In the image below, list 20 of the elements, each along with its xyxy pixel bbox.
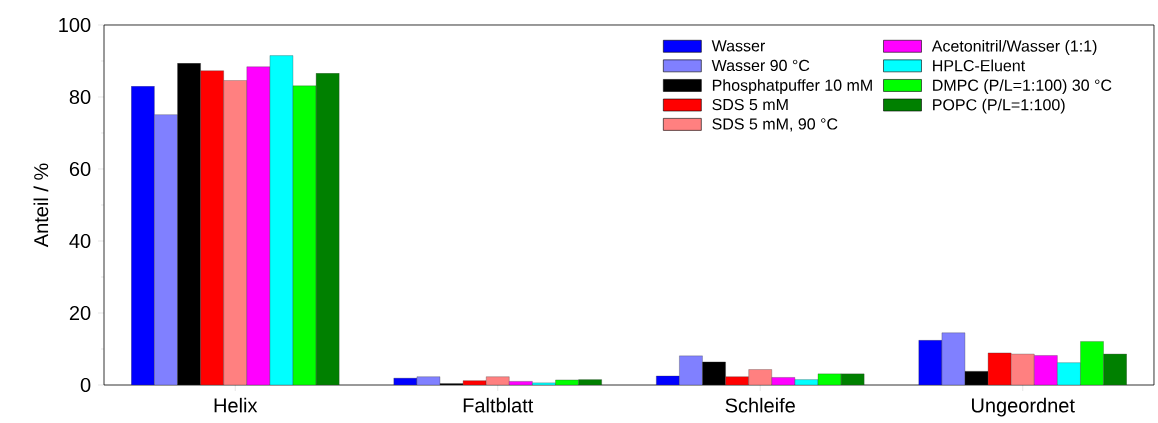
legend-label: POPC (P/L=1:100) [933, 98, 1065, 114]
x-tick-label: Ungeordnet [972, 397, 1075, 417]
legend-label: Wasser [711, 40, 765, 52]
legend-label: SDS 5 mM, 90 °C [712, 118, 838, 132]
legend-label: Phosphatpuffer 10 mM [712, 79, 872, 95]
x-tick-label: Schleife [725, 397, 795, 413]
y-tick-label: 80 [69, 89, 91, 105]
x-tick-label: Faltblatt [463, 397, 534, 413]
y-tick-label: 100 [59, 17, 91, 33]
y-tick-label: 0 [80, 377, 91, 393]
y-tick-label: 20 [69, 305, 91, 321]
legend-label: HPLC-Eluent [933, 59, 1026, 72]
legend-label: Wasser 90 °C [711, 59, 810, 72]
y-tick-label: 60 [69, 161, 91, 177]
legend-label: DMPC (P/L=1:100) 30 °C [933, 79, 1112, 95]
legend-label: SDS 5 mM [712, 98, 788, 111]
y-tick-label: 40 [69, 233, 91, 249]
legend-label: Acetonitril/Wasser (1:1) [931, 39, 1097, 55]
x-tick-label: Helix [214, 397, 258, 413]
y-axis-title: Anteil / % [33, 163, 49, 248]
